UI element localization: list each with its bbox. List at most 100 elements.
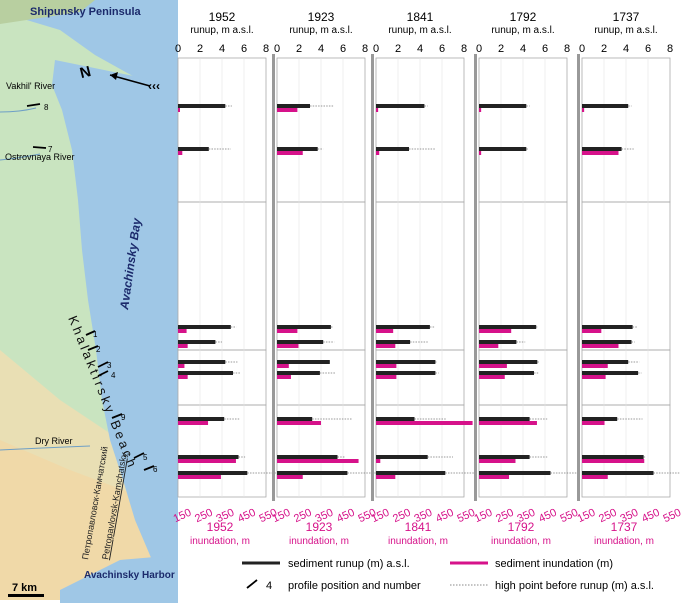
inundation-bar-2 <box>479 344 499 348</box>
map-upper-water <box>0 0 178 88</box>
runup-bar-4 <box>376 371 436 375</box>
profile-number-7: 7 <box>48 145 53 154</box>
runup-tick-label: 2 <box>197 43 203 55</box>
inundation-bar-2 <box>376 344 396 348</box>
map-label-ostrovnaya: Ostrovnaya River <box>5 152 75 162</box>
bottom-panel-label-1923: 1923 <box>306 520 333 534</box>
runup-tick-label: 0 <box>373 43 379 55</box>
runup-bar-6 <box>582 471 654 475</box>
inundation-bar-8 <box>178 108 180 112</box>
inundation-bar-5 <box>376 459 381 463</box>
runup-tick-label: 0 <box>175 43 181 55</box>
profile-markers: 8 7 1 234 9 56 <box>26 103 158 474</box>
inundation-bar-7 <box>582 151 619 155</box>
runup-tick-label: 2 <box>601 43 607 55</box>
panel-separator <box>474 54 477 501</box>
runup-tick-label: 4 <box>623 43 629 55</box>
runup-tick-label: 2 <box>498 43 504 55</box>
runup-bar-6 <box>277 471 348 475</box>
profile-number-6: 6 <box>153 465 158 474</box>
bottom-axis-label: inundation, m <box>594 536 654 547</box>
north-arrow-head <box>110 72 118 80</box>
runup-tick-label: 8 <box>667 43 673 55</box>
inundation-bar-6 <box>479 475 510 479</box>
runup-bar-8 <box>277 104 310 108</box>
runup-bar-7 <box>479 147 527 151</box>
runup-bar-2 <box>376 340 411 344</box>
inundation-bar-6 <box>376 475 396 479</box>
runup-bar-3 <box>582 360 629 364</box>
panel-separator <box>371 54 374 501</box>
legend-runup: sediment runup (m) a.s.l. <box>288 558 410 570</box>
inundation-tick-label: 150 <box>473 507 495 526</box>
runup-tick-label: 6 <box>439 43 445 55</box>
runup-tick-label: 4 <box>318 43 324 55</box>
runup-bar-3 <box>376 360 436 364</box>
runup-tick-label: 0 <box>476 43 482 55</box>
top-axis-label: runup, m a.s.l. <box>190 25 253 36</box>
inundation-bar-3 <box>277 364 289 368</box>
runup-bar-8 <box>376 104 425 108</box>
inundation-bar-1 <box>582 329 602 333</box>
legend-inundation: sediment inundation (m) <box>495 558 613 570</box>
inundation-tick-label: 450 <box>640 507 662 526</box>
inundation-bar-7 <box>376 151 380 155</box>
runup-tick-label: 0 <box>274 43 280 55</box>
runup-bar-2 <box>479 340 517 344</box>
runup-bar-8 <box>582 104 629 108</box>
runup-bar-1 <box>376 325 430 329</box>
runup-bar-5 <box>582 455 644 459</box>
inundation-bar-3 <box>178 364 185 368</box>
profile-number-5: 5 <box>143 453 148 462</box>
inundation-tick-label: 450 <box>434 507 456 526</box>
runup-bar-1 <box>582 325 633 329</box>
runup-tick-label: 6 <box>340 43 346 55</box>
runup-tick-label: 8 <box>564 43 570 55</box>
inundation-bar-2 <box>178 344 188 348</box>
runup-bar-4 <box>479 371 534 375</box>
top-axis-label: runup, m a.s.l. <box>491 25 554 36</box>
runup-tick-label: 2 <box>296 43 302 55</box>
inundation-bar-1 <box>376 329 394 333</box>
runup-bar-2 <box>582 340 632 344</box>
dry-river <box>0 445 91 451</box>
runup-bar-9 <box>277 417 313 421</box>
inundation-bar-5 <box>479 459 516 463</box>
runup-bar-9 <box>582 417 618 421</box>
profile-marker-2 <box>87 345 99 351</box>
top-axis-label: runup, m a.s.l. <box>388 25 451 36</box>
profile-marker-5 <box>133 452 145 459</box>
runup-bar-7 <box>277 147 318 151</box>
inundation-tick-label: 450 <box>335 507 357 526</box>
runup-bar-6 <box>376 471 446 475</box>
runup-bar-5 <box>479 455 530 459</box>
shipunsky-peninsula-land <box>0 0 95 24</box>
profile-marker-7 <box>32 146 47 149</box>
inundation-bar-2 <box>582 344 619 348</box>
runup-tick-label: 8 <box>263 43 269 55</box>
runup-bar-1 <box>178 325 231 329</box>
ostrovnaya-river <box>0 153 41 161</box>
map-label-dry: Dry River <box>35 436 73 446</box>
inundation-bar-1 <box>178 329 187 333</box>
runup-tick-label: 0 <box>579 43 585 55</box>
runup-bar-3 <box>178 360 226 364</box>
bottom-axis-label: inundation, m <box>289 536 349 547</box>
panel-title-1792: 1792 <box>510 10 537 24</box>
profile-marker-6 <box>143 465 155 471</box>
bottom-panel-label-1952: 1952 <box>207 520 234 534</box>
runup-bar-4 <box>582 371 639 375</box>
inundation-tick-label: 550 <box>661 507 683 526</box>
runup-tick-label: 6 <box>542 43 548 55</box>
runup-tick-label: 8 <box>362 43 368 55</box>
panel-title-1952: 1952 <box>209 10 236 24</box>
map-label-harbor: Avachinsky Harbor <box>84 570 175 581</box>
profile-marker-3 <box>97 361 109 368</box>
profile-number-4: 4 <box>111 371 116 380</box>
inundation-bar-8 <box>376 108 379 112</box>
bottom-panel-label-1792: 1792 <box>508 520 535 534</box>
